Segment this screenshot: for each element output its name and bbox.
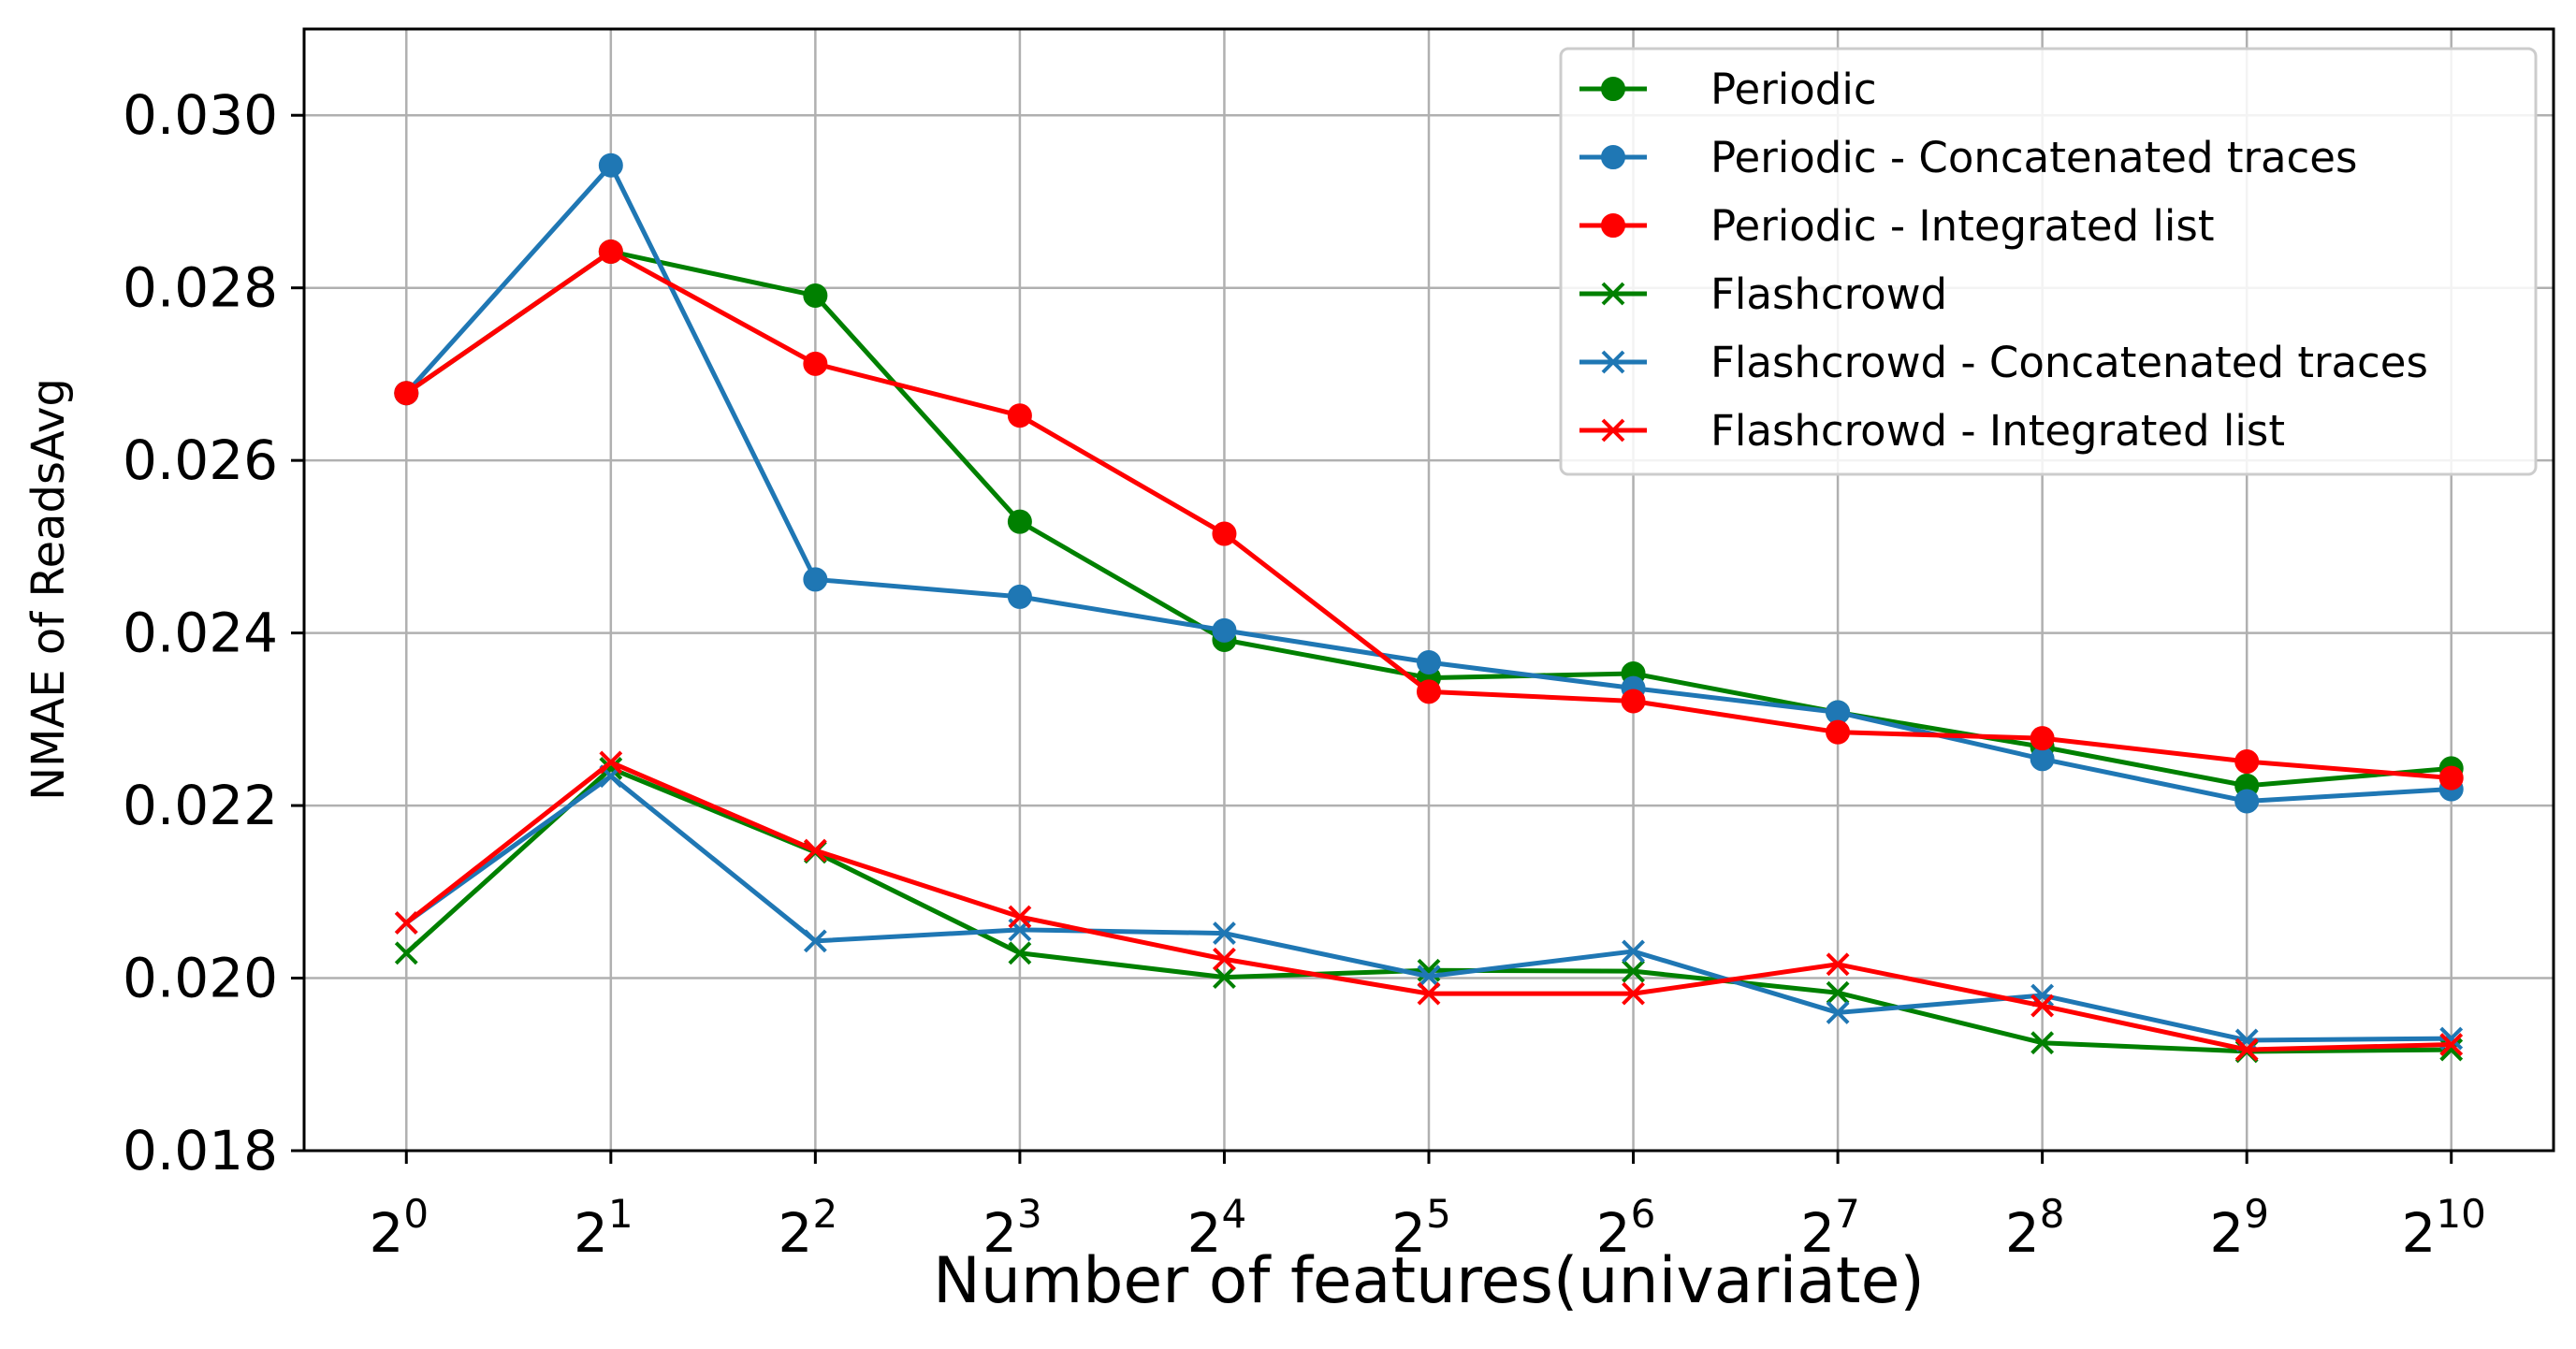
y-tick-label: 0.028 xyxy=(123,256,278,320)
data-point xyxy=(1826,719,1851,745)
data-point xyxy=(1213,947,1236,971)
x-tick-label: 24 xyxy=(1187,1191,1247,1265)
legend-marker xyxy=(1601,350,1625,374)
legend-item: Flashcrowd xyxy=(1579,269,1947,319)
data-point xyxy=(1622,959,1645,983)
data-point xyxy=(1417,649,1441,674)
data-point xyxy=(2234,749,2260,775)
data-point xyxy=(2030,1031,2055,1055)
data-point xyxy=(1213,921,1236,945)
data-point xyxy=(2234,1037,2259,1062)
legend-label: Flashcrowd - Integrated list xyxy=(1710,406,2285,456)
x-tick-label: 20 xyxy=(369,1191,429,1265)
y-tick-label: 0.022 xyxy=(123,774,278,837)
y-tick-label: 0.020 xyxy=(123,947,278,1010)
y-axis-label: NMAE of ReadsAvg xyxy=(22,378,75,801)
data-point xyxy=(394,381,419,406)
x-tick-label: 26 xyxy=(1596,1191,1656,1265)
legend-box xyxy=(1559,47,2538,476)
data-point xyxy=(394,911,418,935)
legend-marker xyxy=(1601,418,1625,442)
legend-item: Periodic - Concatenated traces xyxy=(1579,133,2357,182)
y-tick-label: 0.030 xyxy=(123,83,278,147)
data-point xyxy=(1212,617,1237,643)
legend-marker xyxy=(1601,77,1625,101)
x-tick-label: 25 xyxy=(1391,1191,1451,1265)
data-point xyxy=(2030,726,2055,751)
data-point xyxy=(599,750,623,775)
data-point xyxy=(803,567,828,592)
data-point xyxy=(803,838,827,863)
y-tick-label: 0.024 xyxy=(123,602,278,665)
legend-item: Flashcrowd - Concatenated traces xyxy=(1579,338,2428,387)
series-2 xyxy=(394,239,2464,791)
x-axis-label: Number of features(univariate) xyxy=(933,1244,1925,1318)
data-point xyxy=(1213,965,1236,990)
data-point xyxy=(2030,747,2055,772)
data-point xyxy=(1008,941,1032,965)
series-group xyxy=(394,152,2464,1064)
data-point xyxy=(803,283,828,308)
x-tick-label: 21 xyxy=(574,1191,633,1265)
data-point xyxy=(598,239,623,264)
data-point xyxy=(1826,980,1850,1005)
data-point xyxy=(2030,994,2055,1018)
data-point xyxy=(394,941,418,965)
legend-marker xyxy=(1601,213,1625,238)
data-point xyxy=(1417,965,1441,989)
x-tick-label: 27 xyxy=(1800,1191,1860,1265)
y-tick-label: 0.018 xyxy=(123,1119,278,1182)
legend-item: Periodic - Integrated list xyxy=(1579,201,2214,251)
legend-label: Flashcrowd - Concatenated traces xyxy=(1710,338,2428,387)
data-point xyxy=(1622,939,1645,964)
data-point xyxy=(1007,509,1032,534)
data-point xyxy=(1007,584,1032,609)
series-5 xyxy=(394,750,2464,1062)
axis-ticks: 20 21 22 23 24 25 26 27 28 29 210 0.018 0.020 0.022 0.… xyxy=(123,83,2486,1265)
data-point xyxy=(803,351,828,376)
legend: Periodic Periodic - Concatenated traces Pe… xyxy=(1559,47,2538,476)
data-point xyxy=(598,152,623,178)
x-tick-label: 23 xyxy=(982,1191,1042,1265)
legend-label: Periodic - Concatenated traces xyxy=(1710,133,2357,182)
x-tick-label: 29 xyxy=(2209,1191,2269,1265)
x-tick-label: 28 xyxy=(2005,1191,2065,1265)
legend-item: Periodic xyxy=(1579,65,1877,114)
data-point xyxy=(1826,1001,1850,1024)
legend-label: Periodic xyxy=(1710,65,1877,114)
legend-marker xyxy=(1601,145,1625,169)
data-point xyxy=(599,757,623,780)
data-point xyxy=(2234,789,2260,814)
data-point xyxy=(1417,981,1441,1006)
data-point xyxy=(1417,679,1441,704)
data-point xyxy=(1007,403,1032,428)
legend-label: Periodic - Integrated list xyxy=(1710,201,2214,251)
data-point xyxy=(1008,905,1032,929)
data-point xyxy=(803,929,827,953)
legend-item: Flashcrowd - Integrated list xyxy=(1579,406,2285,456)
data-point xyxy=(1622,981,1645,1006)
legend-marker xyxy=(1601,282,1625,306)
y-tick-label: 0.026 xyxy=(123,428,278,492)
data-point xyxy=(1621,689,1646,714)
data-point xyxy=(1826,952,1850,977)
x-tick-label: 22 xyxy=(779,1191,838,1265)
data-point xyxy=(2439,1033,2464,1056)
data-point xyxy=(1212,521,1237,546)
data-point xyxy=(2438,765,2464,791)
x-tick-label: 210 xyxy=(2402,1191,2486,1265)
legend-label: Flashcrowd xyxy=(1710,269,1947,319)
